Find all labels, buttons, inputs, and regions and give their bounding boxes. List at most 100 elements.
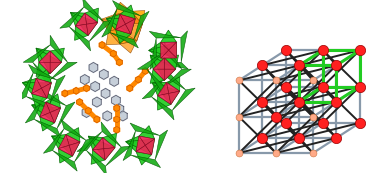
Polygon shape [169, 42, 177, 58]
Polygon shape [101, 122, 121, 147]
Polygon shape [104, 148, 115, 160]
Polygon shape [116, 30, 131, 43]
Polygon shape [34, 119, 61, 137]
Polygon shape [156, 62, 188, 69]
Polygon shape [62, 90, 68, 97]
Polygon shape [101, 88, 110, 98]
Polygon shape [36, 78, 51, 88]
Polygon shape [169, 91, 180, 104]
Polygon shape [36, 69, 51, 83]
Polygon shape [69, 142, 80, 156]
Polygon shape [125, 24, 143, 41]
Polygon shape [46, 94, 60, 108]
Polygon shape [120, 28, 137, 44]
Polygon shape [75, 13, 87, 26]
Polygon shape [120, 5, 135, 19]
Polygon shape [112, 95, 120, 105]
Polygon shape [22, 83, 51, 98]
Polygon shape [40, 112, 54, 123]
Point [310, 79, 316, 82]
Polygon shape [164, 58, 176, 69]
Polygon shape [88, 136, 115, 160]
Polygon shape [87, 22, 98, 35]
Polygon shape [155, 130, 167, 160]
Polygon shape [147, 69, 164, 96]
Polygon shape [149, 42, 177, 58]
Polygon shape [181, 31, 187, 62]
Polygon shape [161, 42, 169, 58]
Polygon shape [114, 11, 131, 28]
Point [310, 115, 316, 118]
Polygon shape [77, 131, 102, 152]
Polygon shape [106, 14, 120, 30]
Polygon shape [50, 48, 64, 62]
Polygon shape [161, 30, 177, 42]
Polygon shape [59, 145, 73, 156]
Polygon shape [51, 136, 80, 156]
Polygon shape [127, 85, 133, 92]
Point [236, 115, 242, 118]
Polygon shape [120, 14, 135, 24]
Polygon shape [125, 136, 139, 152]
Polygon shape [139, 126, 155, 139]
Polygon shape [114, 105, 119, 111]
Polygon shape [18, 73, 33, 101]
Polygon shape [110, 76, 119, 86]
Polygon shape [164, 42, 182, 69]
Polygon shape [59, 135, 69, 149]
Polygon shape [125, 139, 155, 155]
Polygon shape [118, 111, 127, 121]
Polygon shape [114, 116, 119, 123]
Polygon shape [82, 107, 91, 117]
Polygon shape [99, 42, 105, 48]
Point [296, 100, 302, 103]
Polygon shape [136, 136, 145, 152]
Polygon shape [50, 62, 61, 74]
Polygon shape [161, 50, 177, 58]
Polygon shape [32, 94, 47, 107]
Polygon shape [81, 75, 89, 85]
Polygon shape [120, 41, 137, 53]
Polygon shape [164, 55, 178, 69]
Polygon shape [29, 65, 57, 80]
Polygon shape [77, 99, 82, 105]
Polygon shape [43, 129, 64, 153]
Polygon shape [152, 97, 174, 120]
Polygon shape [125, 19, 135, 34]
Point [259, 136, 265, 139]
Polygon shape [69, 27, 91, 51]
Polygon shape [85, 13, 98, 24]
Polygon shape [103, 138, 115, 149]
Polygon shape [50, 75, 65, 103]
Polygon shape [149, 31, 181, 38]
Polygon shape [142, 76, 165, 99]
Point [357, 49, 363, 52]
Polygon shape [61, 120, 86, 140]
Polygon shape [74, 137, 95, 162]
Polygon shape [60, 7, 84, 28]
Polygon shape [116, 59, 122, 66]
Polygon shape [150, 55, 176, 80]
Polygon shape [93, 138, 104, 150]
Point [273, 152, 279, 154]
Polygon shape [50, 62, 77, 80]
Polygon shape [101, 19, 143, 41]
Polygon shape [145, 139, 155, 155]
Polygon shape [32, 78, 42, 94]
Polygon shape [66, 128, 80, 142]
Polygon shape [158, 93, 171, 104]
Point [283, 49, 289, 52]
Point [236, 79, 242, 82]
Polygon shape [32, 105, 60, 123]
Polygon shape [89, 62, 98, 72]
Polygon shape [87, 151, 107, 173]
Polygon shape [110, 33, 138, 48]
Polygon shape [89, 20, 113, 42]
Polygon shape [59, 149, 73, 163]
Polygon shape [50, 51, 61, 62]
Point [333, 136, 339, 139]
Polygon shape [123, 131, 135, 161]
Polygon shape [93, 97, 101, 107]
Polygon shape [33, 62, 50, 89]
Polygon shape [166, 77, 180, 91]
